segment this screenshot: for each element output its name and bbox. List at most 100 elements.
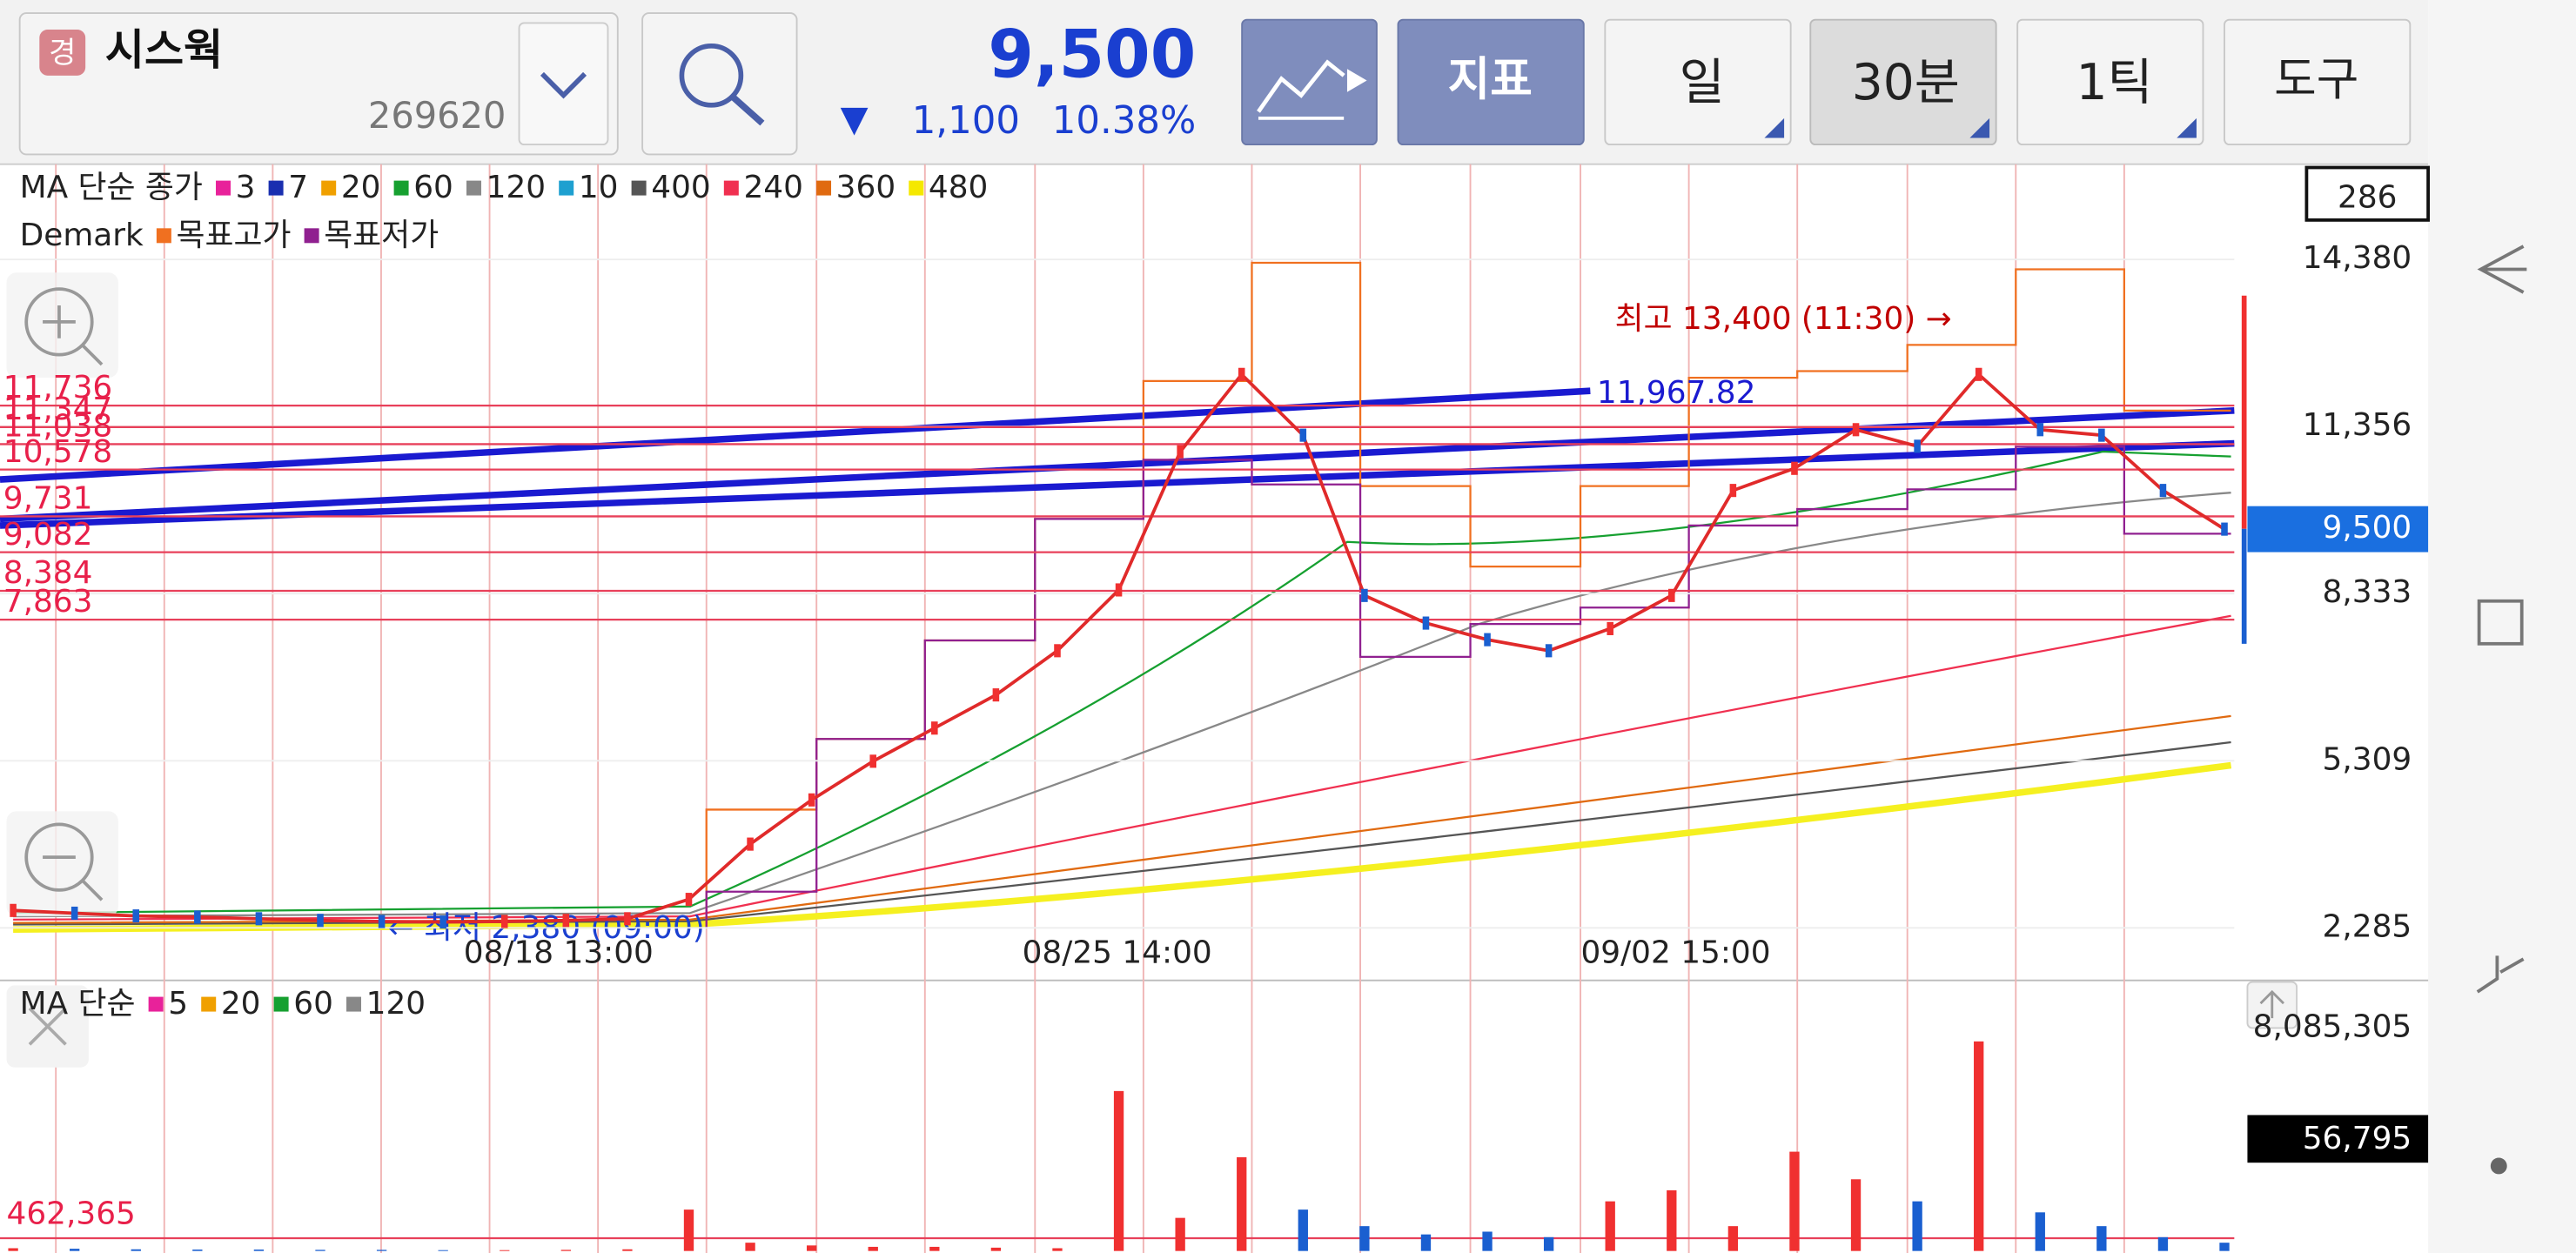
- volume-bar: [1789, 1151, 1800, 1251]
- legend-swatch: [321, 180, 337, 196]
- candle: [1852, 423, 1860, 437]
- candle: [2098, 428, 2105, 442]
- period-button[interactable]: [1604, 18, 1792, 146]
- stock-code: 269620: [368, 94, 506, 137]
- candle: [1422, 616, 1430, 630]
- volume-bar: [2096, 1226, 2107, 1251]
- candle: [1054, 644, 1061, 658]
- legend-swatch: [723, 180, 739, 196]
- candle: [2159, 484, 2167, 498]
- legend-swatch: [393, 180, 409, 196]
- level-label: 7,863: [3, 584, 93, 620]
- candle: [1607, 621, 1613, 635]
- volume-bar: [2035, 1212, 2045, 1251]
- volume-current-label: 56,795: [2303, 1121, 2412, 1156]
- count-label: 286: [2338, 179, 2397, 215]
- candle: [378, 915, 386, 928]
- ma-line: [13, 761, 2232, 933]
- volume-bar: [683, 1209, 694, 1251]
- volume-bar: [131, 1249, 141, 1251]
- zoom-icon: [43, 305, 104, 366]
- volume-bar: [1912, 1201, 1922, 1251]
- chart-content: MA 단순 종가 3 7 20 60 120 10 400 240 360 480 Demark 목표고…: [0, 170, 2429, 1251]
- candle: [1791, 461, 1798, 475]
- volume-bar: [1052, 1248, 1063, 1251]
- legend-label: 60: [293, 986, 333, 1022]
- volume-bar: [806, 1245, 817, 1251]
- legend-label: 5: [168, 986, 188, 1022]
- candle: [2221, 522, 2228, 536]
- search-button[interactable]: [641, 12, 798, 156]
- candle: [194, 910, 201, 924]
- legend-title: MA 단순: [20, 986, 136, 1022]
- volume-bar: [2157, 1236, 2169, 1251]
- volume-bar: [1113, 1090, 1124, 1251]
- candle: [10, 903, 17, 917]
- legend-swatch: [268, 180, 284, 196]
- change-arrow: ▼: [841, 97, 869, 140]
- ma-line: [13, 714, 2231, 924]
- candle: [624, 912, 631, 926]
- level-label: 11,347: [3, 392, 112, 427]
- demark-low: [705, 446, 2231, 928]
- legend-label: 240: [743, 170, 802, 205]
- change-percent: 10.38%: [1052, 99, 1197, 143]
- ma-line: [13, 450, 2231, 915]
- level-label: 10,578: [3, 434, 112, 470]
- home-icon[interactable]: [2477, 599, 2524, 646]
- tools-button[interactable]: [2224, 18, 2412, 146]
- period-label: 일: [1680, 54, 1725, 111]
- legend-swatch: [909, 180, 924, 196]
- candle: [931, 721, 938, 735]
- candle: [1238, 367, 1245, 381]
- legend-swatch: [559, 180, 574, 196]
- volume-bar: [1420, 1234, 1432, 1251]
- volume-bar: [1237, 1156, 1247, 1251]
- legend-label: 3: [236, 170, 256, 205]
- stock-box[interactable]: [18, 12, 619, 156]
- legend-swatch: [631, 180, 647, 196]
- back-icon[interactable]: [2477, 245, 2527, 294]
- candle: [1299, 428, 1307, 442]
- x-tick-label: 08/25 14:00: [1023, 935, 1212, 971]
- candle: [869, 754, 877, 768]
- current-price-box: [2247, 506, 2429, 553]
- candle: [808, 793, 815, 807]
- y-tick-label: 2,285: [2323, 908, 2412, 944]
- volume-bar: [1850, 1179, 1862, 1251]
- legend-label: 120: [486, 170, 546, 205]
- dot-icon[interactable]: [2490, 1157, 2507, 1175]
- candle: [1914, 439, 1921, 453]
- period-button[interactable]: [1809, 18, 1997, 146]
- legend-swatch: [466, 180, 481, 196]
- indicator-button[interactable]: [1397, 18, 1585, 146]
- tools-label: 도구: [2274, 53, 2358, 106]
- volume-bar: [1482, 1231, 1493, 1251]
- candle: [1545, 644, 1553, 658]
- candle: [317, 914, 324, 928]
- candle: [685, 893, 693, 907]
- candle: [1729, 484, 1737, 498]
- dropdown-button[interactable]: [518, 22, 609, 146]
- volume-bar: [868, 1246, 878, 1251]
- recent-icon[interactable]: [2476, 955, 2525, 994]
- zoom-out-button[interactable]: [6, 811, 118, 917]
- period-button[interactable]: [2016, 18, 2204, 146]
- close-icon: [28, 1007, 67, 1046]
- candle: [747, 837, 754, 851]
- volume-bar: [438, 1250, 448, 1251]
- arrow-icon: [2259, 989, 2284, 1019]
- candle: [562, 914, 570, 928]
- legend-label: 20: [221, 986, 261, 1022]
- candle: [1361, 588, 1368, 602]
- candle: [255, 912, 263, 926]
- volume-bar: [1359, 1226, 1370, 1251]
- legend-label: 60: [413, 170, 453, 205]
- trend-line: [0, 439, 2235, 529]
- candle: [1668, 588, 1675, 602]
- nav-bar: [2428, 0, 2576, 1253]
- zoom-icon: [24, 287, 94, 357]
- volume-bar: [8, 1248, 18, 1251]
